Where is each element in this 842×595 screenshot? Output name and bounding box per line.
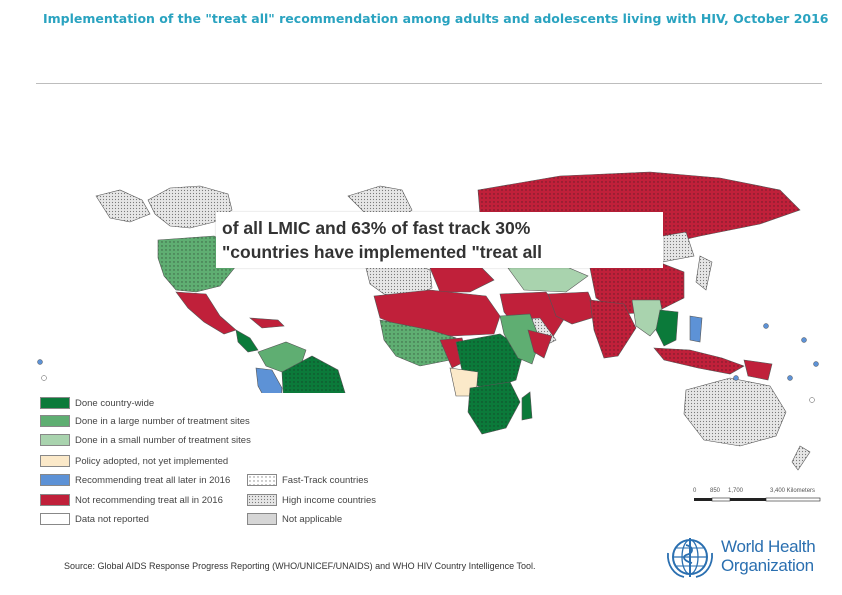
legend-swatch (40, 415, 70, 427)
legend-label: Done in a large number of treatment site… (75, 416, 250, 427)
region-madagascar (521, 391, 533, 421)
island-marker (787, 375, 793, 381)
region-caribbean (249, 317, 285, 329)
callout-line-2: "countries have implemented "treat all (222, 242, 543, 262)
who-line-1: World Health (721, 537, 816, 556)
legend-swatch (247, 494, 277, 506)
legend-label: Done in a small number of treatment site… (75, 435, 251, 446)
island-marker (763, 323, 769, 329)
region-iran-afghanistan (547, 291, 599, 325)
legend-label: Fast-Track countries (282, 475, 369, 486)
region-philippines (689, 315, 703, 343)
region-papua-new-guinea (743, 359, 773, 381)
scale-bar-graphic (694, 497, 821, 502)
who-line-2: Organization (721, 556, 814, 575)
who-logo: World Health Organization (664, 533, 834, 581)
legend-swatch (40, 397, 70, 409)
region-horn-of-africa (527, 329, 553, 359)
legend-swatch (40, 434, 70, 446)
key-message-callout: of all LMIC and 63% of fast track 30% "c… (216, 212, 663, 268)
region-canada-north (95, 189, 151, 223)
region-west-africa-dots (380, 320, 456, 366)
page-title: Implementation of the "treat all" recomm… (43, 11, 829, 26)
region-china-dots (590, 258, 684, 314)
scale-bar: 0 850 1,700 3,400 Kilometers (690, 488, 830, 508)
region-mexico (175, 291, 237, 335)
legend-label: Not applicable (282, 514, 343, 525)
scale-label: 3,400 Kilometers (770, 488, 816, 494)
legend-label: Recommending treat all later in 2016 (75, 475, 231, 486)
island-marker (37, 359, 43, 365)
region-japan (695, 255, 713, 291)
region-new-zealand (791, 445, 811, 471)
island-marker (41, 375, 47, 381)
region-india-dots (590, 300, 636, 358)
region-australia (683, 377, 787, 447)
region-vietnam-cambodia (655, 309, 679, 347)
legend-swatch (40, 474, 70, 486)
region-southern-africa-dots (468, 382, 520, 434)
region-kazakhstan (507, 263, 589, 293)
island-marker (801, 337, 807, 343)
source-note: Source: Global AIDS Response Progress Re… (64, 561, 536, 571)
who-wordmark: World Health Organization (721, 537, 816, 575)
scale-label: 850 (710, 488, 721, 494)
region-east-africa (499, 313, 541, 365)
island-marker (809, 397, 815, 403)
island-marker (733, 375, 739, 381)
legend-label: Policy adopted, not yet implemented (75, 456, 229, 467)
scale-label: 1,700 (728, 488, 744, 494)
who-emblem-icon (667, 538, 713, 578)
region-indonesia-dots (654, 348, 744, 374)
legend-swatch (40, 455, 70, 467)
legend-label: Done country-wide (75, 398, 155, 409)
island-marker (813, 361, 819, 367)
legend-swatch (40, 494, 70, 506)
callout-line-1: of all LMIC and 63% of fast track 30% (222, 218, 531, 238)
legend-swatch (247, 513, 277, 525)
legend-swatch (247, 474, 277, 486)
legend-label: Not recommending treat all in 2016 (75, 495, 223, 506)
title-divider (36, 83, 822, 84)
legend-label: Data not reported (75, 514, 149, 525)
legend-label: High income countries (282, 495, 376, 506)
scale-label: 0 (693, 488, 697, 494)
region-central-america (235, 329, 259, 353)
legend-swatch (40, 513, 70, 525)
map-legend: Done country-wide Done in a large number… (40, 393, 390, 528)
